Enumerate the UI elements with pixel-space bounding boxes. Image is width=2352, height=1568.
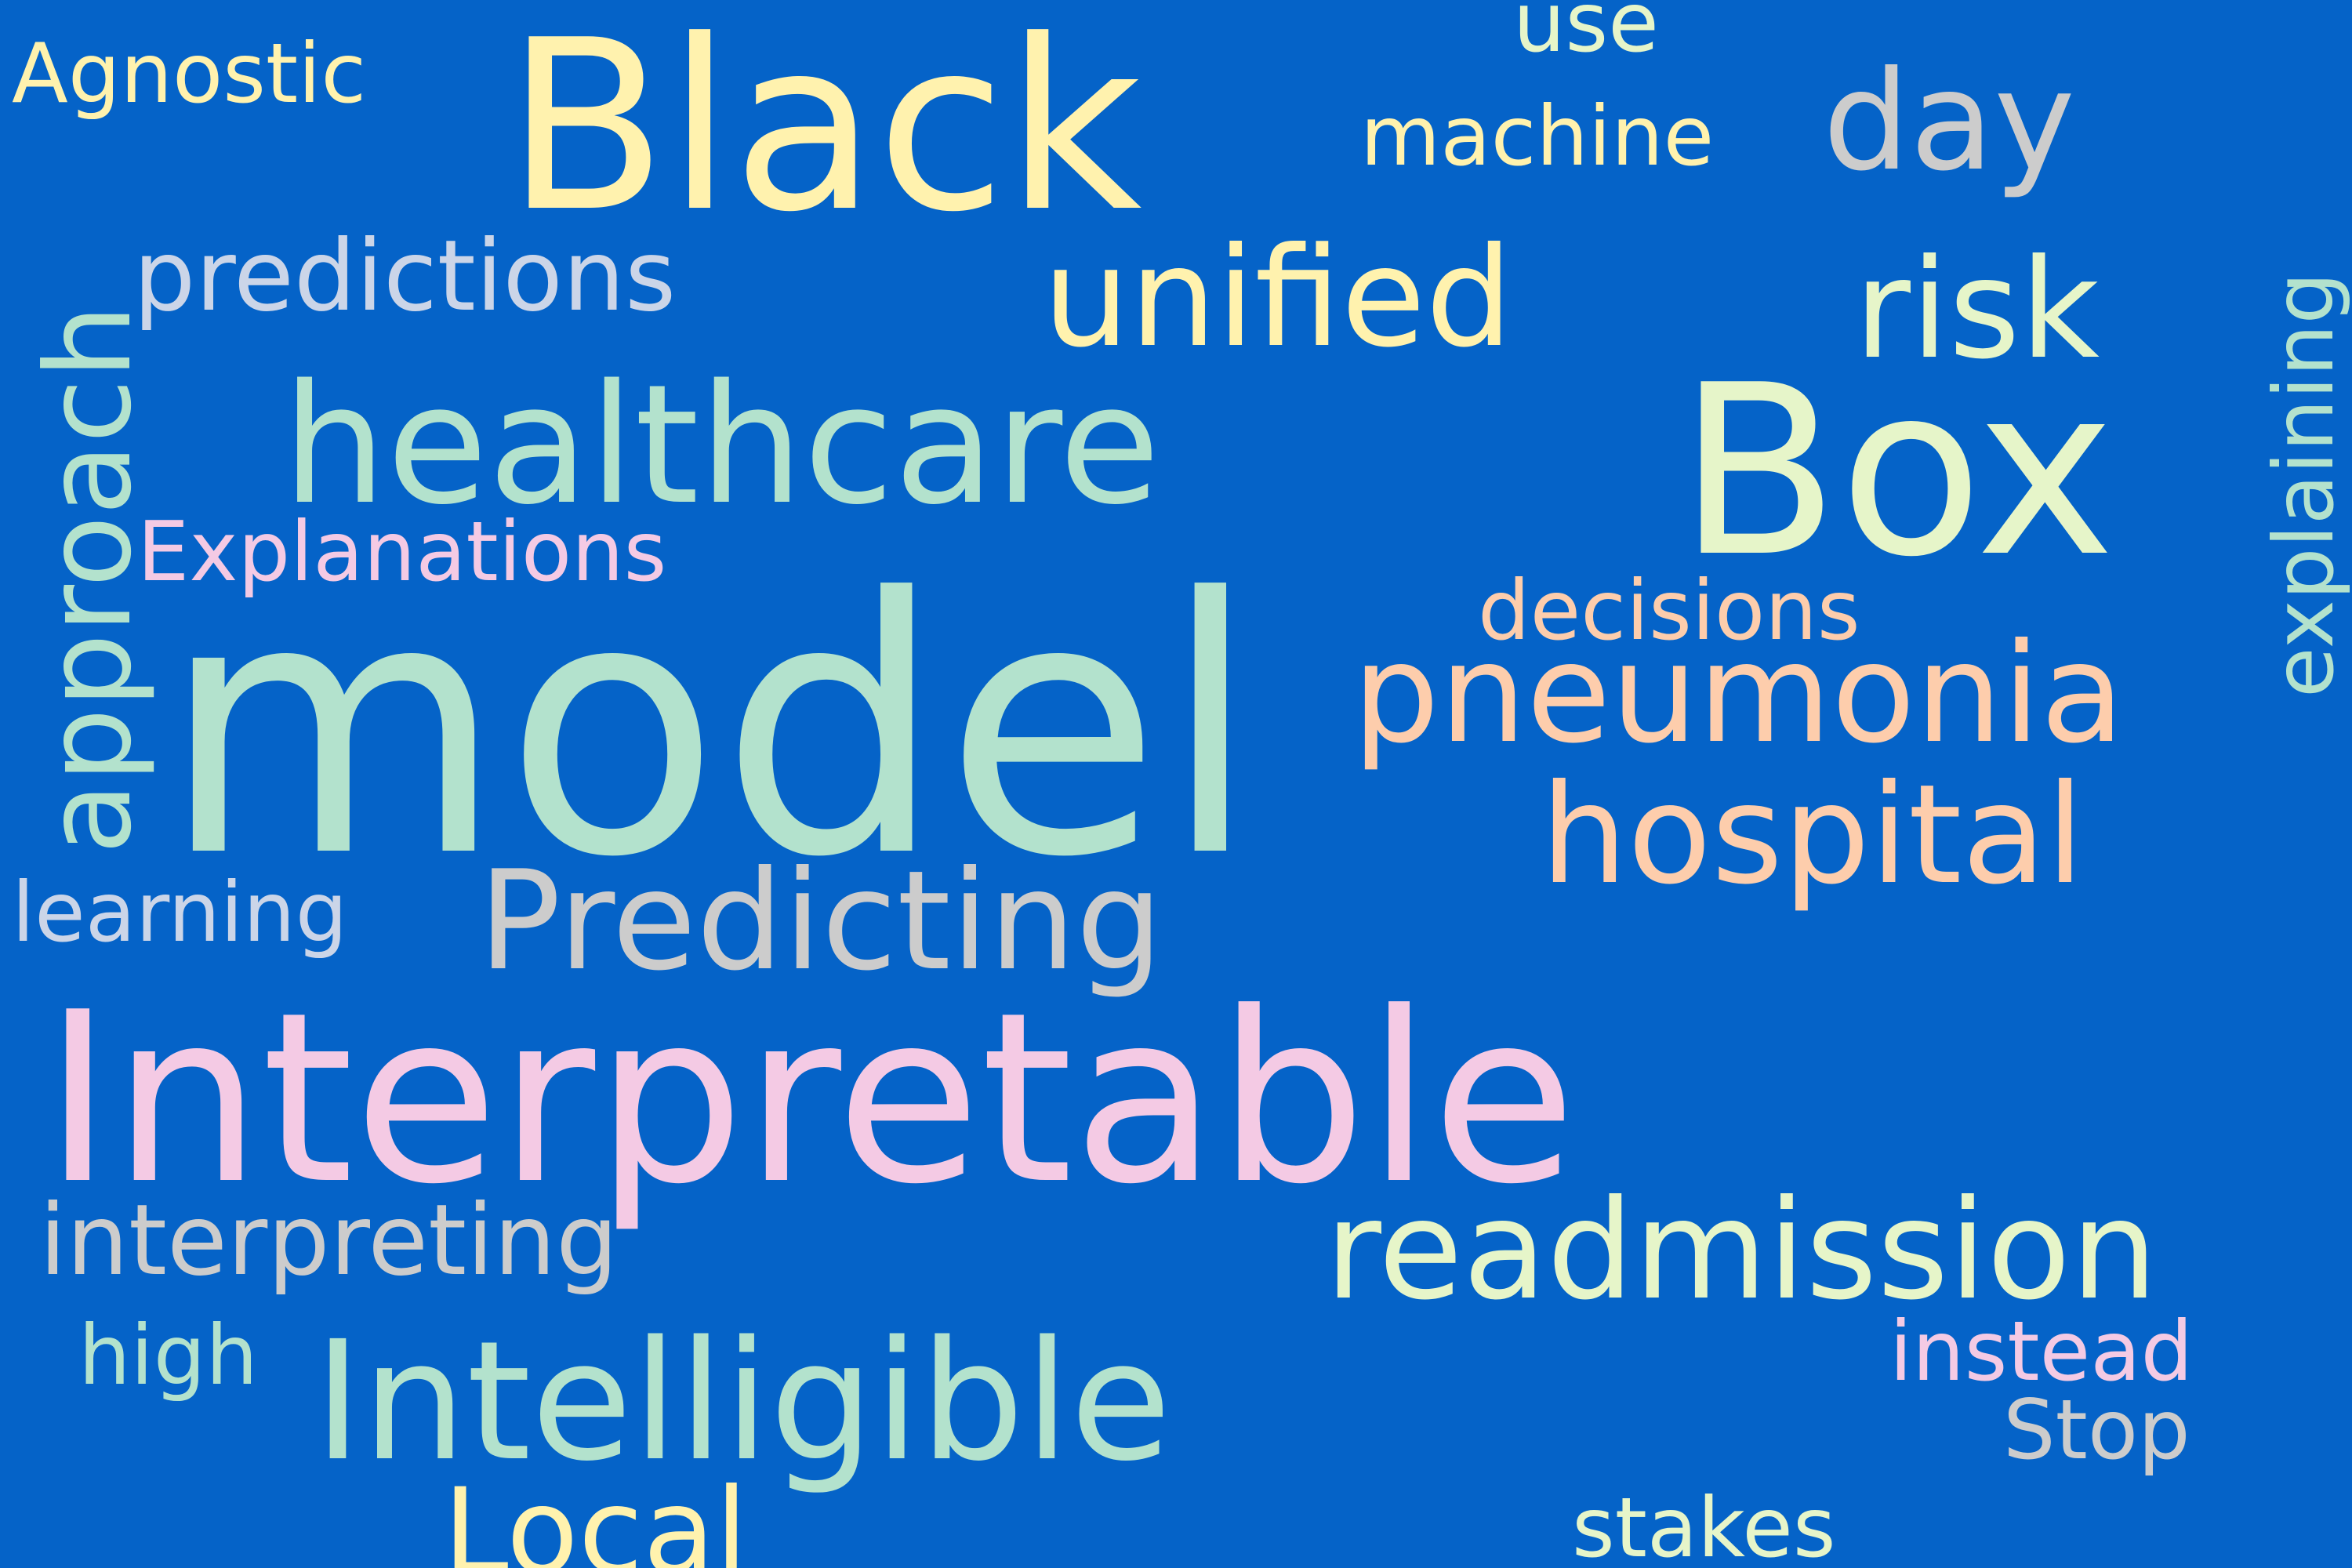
word-risk: risk: [1854, 230, 2100, 390]
word-unified: unified: [1043, 219, 1512, 378]
word-predictions: predictions: [133, 220, 676, 333]
word-readmission: readmission: [1325, 1171, 2158, 1330]
word-machine: machine: [1360, 89, 1714, 184]
word-hospital: hospital: [1541, 756, 2084, 915]
word-black: Black: [506, 0, 1142, 263]
word-local: Local: [443, 1464, 748, 1568]
word-decisions: decisions: [1478, 563, 1860, 659]
word-use: use: [1513, 0, 1659, 71]
word-interpreting: interpreting: [39, 1184, 618, 1298]
word-interpretable: Interpretable: [43, 962, 1577, 1236]
word-instead: instead: [1889, 1304, 2193, 1399]
word-stakes: stakes: [1572, 1480, 1836, 1568]
word-box: Box: [1678, 335, 2115, 608]
word-explaining: explaining: [2256, 272, 2352, 698]
word-stop: Stop: [2003, 1382, 2190, 1478]
word-day: day: [1823, 42, 2075, 201]
word-healthcare: healthcare: [282, 349, 1160, 541]
word-explanations: Explanations: [137, 504, 666, 600]
word-learning: learning: [12, 865, 347, 960]
word-agnostic: Agnostic: [12, 26, 366, 122]
word-pneumonia: pneumonia: [1352, 615, 2125, 774]
word-high: high: [78, 1308, 258, 1403]
word-predicting: Predicting: [478, 842, 1163, 1001]
word-intelligible: Intelligible: [314, 1305, 1171, 1497]
word-approach: approach: [21, 304, 158, 855]
word-model: model: [161, 524, 1259, 935]
